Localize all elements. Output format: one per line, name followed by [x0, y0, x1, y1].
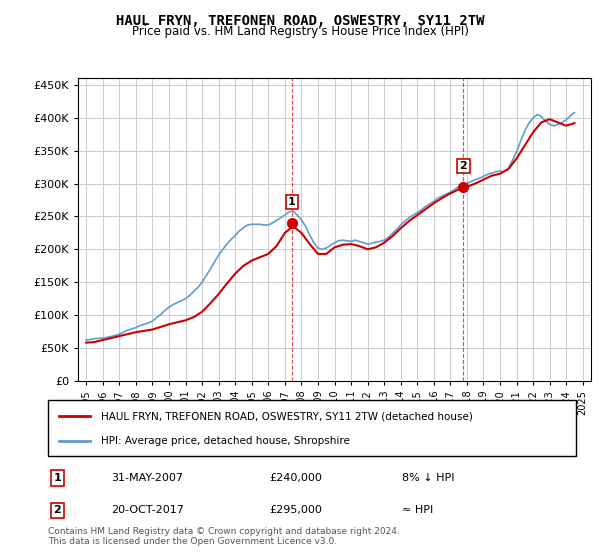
- Text: HAUL FRYN, TREFONEN ROAD, OSWESTRY, SY11 2TW: HAUL FRYN, TREFONEN ROAD, OSWESTRY, SY11…: [116, 14, 484, 28]
- Text: Contains HM Land Registry data © Crown copyright and database right 2024.
This d: Contains HM Land Registry data © Crown c…: [48, 526, 400, 546]
- Text: 20-OCT-2017: 20-OCT-2017: [112, 505, 184, 515]
- Text: HPI: Average price, detached house, Shropshire: HPI: Average price, detached house, Shro…: [101, 436, 350, 446]
- Text: 2: 2: [53, 505, 61, 515]
- Text: 1: 1: [288, 197, 296, 207]
- Text: 8% ↓ HPI: 8% ↓ HPI: [402, 473, 454, 483]
- Text: ≈ HPI: ≈ HPI: [402, 505, 433, 515]
- FancyBboxPatch shape: [48, 400, 576, 456]
- Text: £295,000: £295,000: [270, 505, 323, 515]
- Text: £240,000: £240,000: [270, 473, 323, 483]
- Text: Price paid vs. HM Land Registry's House Price Index (HPI): Price paid vs. HM Land Registry's House …: [131, 25, 469, 38]
- Text: HAUL FRYN, TREFONEN ROAD, OSWESTRY, SY11 2TW (detached house): HAUL FRYN, TREFONEN ROAD, OSWESTRY, SY11…: [101, 411, 473, 421]
- Text: 31-MAY-2007: 31-MAY-2007: [112, 473, 184, 483]
- Text: 2: 2: [460, 161, 467, 171]
- Text: 1: 1: [53, 473, 61, 483]
